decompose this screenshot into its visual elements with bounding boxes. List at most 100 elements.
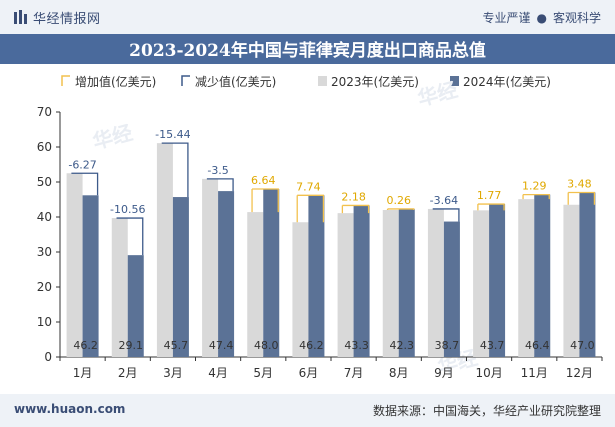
y-tick-label-2: 20 <box>37 280 52 294</box>
change-label-10: 1.29 <box>522 180 547 193</box>
bar-2023-9 <box>473 210 490 357</box>
bar-2024-8 <box>443 221 460 357</box>
value-label-2024-1: 29.1 <box>119 339 144 352</box>
x-tick-label-6: 7月 <box>344 366 364 380</box>
bar-2024-3 <box>218 191 235 357</box>
bars <box>66 142 596 357</box>
change-label-9: 1.77 <box>477 189 502 202</box>
x-tick-label-5: 6月 <box>299 366 319 380</box>
watermark-text-1: 华经 <box>90 120 135 154</box>
value-label-2024-3: 47.4 <box>209 339 234 352</box>
brand-name: 华经情报网 <box>33 12 101 27</box>
tagline: 专业严谨 ● 客观科学 <box>482 9 601 26</box>
legend-2023-label: 2023年(亿美元) <box>331 74 419 89</box>
bar-2023-1 <box>111 218 128 357</box>
change-bracket-5 <box>297 194 325 223</box>
change-bracket-7 <box>387 208 415 210</box>
x-tick-label-0: 1月 <box>73 366 93 380</box>
bar-2023-8 <box>427 208 444 357</box>
bar-2024-0 <box>82 195 99 357</box>
change-bracket-9 <box>477 203 505 211</box>
bar-2023-7 <box>382 210 399 357</box>
value-label-2024-10: 46.4 <box>525 339 550 352</box>
x-tick-label-7: 8月 <box>389 366 409 380</box>
bar-2024-5 <box>308 195 325 357</box>
bar-2024-4 <box>263 189 280 357</box>
legend-2024-swatch <box>450 76 459 86</box>
change-bracket-10 <box>523 193 550 200</box>
x-tick-label-4: 5月 <box>253 366 273 380</box>
y-tick-label-3: 30 <box>37 245 52 259</box>
bar-logo-icon <box>14 10 27 24</box>
value-label-2024-7: 42.3 <box>390 339 415 352</box>
legend-2023-swatch <box>318 76 327 86</box>
change-bracket-1 <box>116 217 144 256</box>
y-tick-label-4: 40 <box>37 210 52 224</box>
title-bar <box>0 34 615 64</box>
change-label-0: -6.27 <box>68 158 96 171</box>
change-label-1: -10.56 <box>110 203 145 216</box>
x-tick-label-2: 3月 <box>163 366 183 380</box>
x-tick-label-11: 12月 <box>566 366 593 380</box>
bar-2023-10 <box>518 199 535 357</box>
change-bracket-11 <box>568 191 596 205</box>
x-tick-label-3: 4月 <box>208 366 228 380</box>
change-bracket-8 <box>432 208 460 222</box>
bar-2024-11 <box>579 192 596 357</box>
value-label-2024-11: 47.0 <box>570 339 595 352</box>
bar-2024-10 <box>534 194 551 357</box>
value-label-2024-4: 48.0 <box>254 339 279 352</box>
change-label-6: 2.18 <box>341 190 366 203</box>
legend-decrease-label: 减少值(亿美元) <box>195 74 276 89</box>
change-label-11: 3.48 <box>567 178 592 191</box>
legend-increase-label: 增加值(亿美元) <box>75 74 156 89</box>
bar-2024-1 <box>127 255 144 357</box>
bar-2024-2 <box>172 197 189 357</box>
y-tick-label-1: 10 <box>37 315 52 329</box>
change-label-5: 7.74 <box>296 180 321 193</box>
watermark-text-2: 华经 <box>415 77 460 111</box>
footer-website[interactable]: www.huaon.com <box>14 402 126 416</box>
bar-2024-9 <box>489 204 506 357</box>
change-label-7: 0.26 <box>387 194 412 207</box>
value-label-2024-8: 38.7 <box>435 339 460 352</box>
tagline-left: 专业严谨 <box>482 11 531 25</box>
change-bracket-2 <box>161 142 189 198</box>
chart: 增加值(亿美元) 减少值(亿美元) 2023年(亿美元) 2024年(亿美元) 华经华… <box>37 74 603 380</box>
x-tick-label-9: 10月 <box>475 366 502 380</box>
bar-2023-2 <box>156 143 173 357</box>
bar-2024-6 <box>353 205 370 357</box>
change-bracket-6 <box>342 204 370 214</box>
bullet-icon: ● <box>536 11 547 25</box>
bar-2023-0 <box>66 173 83 357</box>
footer-bar <box>0 394 615 427</box>
y-tick-label-5: 50 <box>37 175 52 189</box>
y-tick-label-7: 70 <box>37 105 52 119</box>
x-tick-label-10: 11月 <box>521 366 548 380</box>
x-tick-label-1: 2月 <box>118 366 138 380</box>
axes: 0 10 20 30 40 50 60 70 1月 2月 3月 4月 5月 6月 7月 8月 9月 10月 11月 1… <box>37 105 603 380</box>
bar-2023-11 <box>563 204 580 357</box>
value-label-2024-0: 46.2 <box>73 339 98 352</box>
bar-2024-7 <box>398 208 415 357</box>
value-label-2024-6: 43.3 <box>344 339 369 352</box>
legend-increase-swatch <box>61 75 70 86</box>
legend-decrease-swatch <box>181 75 190 86</box>
legend: 增加值(亿美元) 减少值(亿美元) 2023年(亿美元) 2024年(亿美元) <box>61 74 551 89</box>
data-labels: -6.27 46.2 -10.56 29.1 -15.44 45.7 -3.5 47.4 6.6… <box>68 128 594 352</box>
change-label-3: -3.5 <box>207 164 228 177</box>
change-label-4: 6.64 <box>251 174 276 187</box>
value-label-2024-9: 43.7 <box>480 339 505 352</box>
y-tick-label-0: 0 <box>44 350 52 364</box>
bar-2023-6 <box>337 213 354 357</box>
x-tick-label-8: 9月 <box>434 366 454 380</box>
top-bar: 华经情报网 专业严谨 ● 客观科学 <box>0 0 615 34</box>
chart-title: 2023-2024年中国与菲律宾月度出口商品总值 <box>129 41 486 61</box>
change-bracket-0 <box>71 172 99 196</box>
bar-2023-3 <box>202 178 219 357</box>
value-label-2024-2: 45.7 <box>164 339 189 352</box>
legend-2024-label: 2024年(亿美元) <box>463 74 551 89</box>
change-label-2: -15.44 <box>155 128 190 141</box>
